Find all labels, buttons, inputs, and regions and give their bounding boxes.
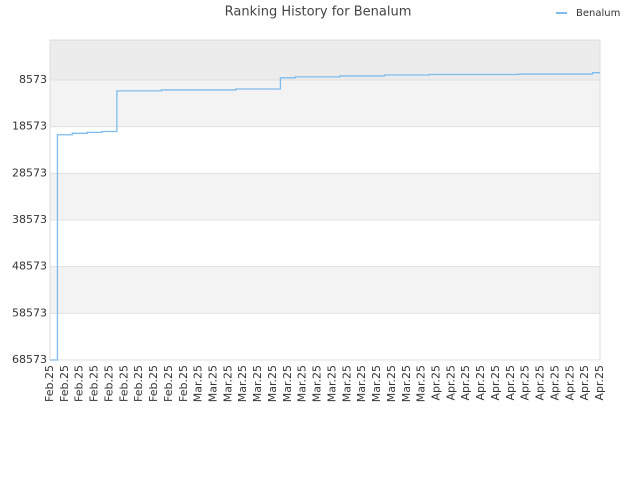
x-tick-label: Mar.25 bbox=[311, 365, 324, 402]
plot-band bbox=[50, 173, 600, 221]
x-tick-label: Mar.25 bbox=[355, 365, 368, 402]
x-tick-label: Apr.25 bbox=[563, 365, 576, 401]
x-tick-label: Feb.25 bbox=[177, 365, 190, 402]
x-tick-label: Mar.25 bbox=[281, 365, 294, 402]
x-tick-label: Apr.25 bbox=[444, 365, 457, 401]
x-tick-label: Mar.25 bbox=[385, 365, 398, 402]
x-tick-label: Mar.25 bbox=[340, 365, 353, 402]
x-tick-label: Mar.25 bbox=[221, 365, 234, 402]
x-tick-label: Apr.25 bbox=[429, 365, 442, 401]
x-tick-label: Apr.25 bbox=[519, 365, 532, 401]
plot-band bbox=[50, 40, 600, 81]
chart-title: Ranking History for Benalum bbox=[225, 5, 412, 20]
x-tick-label: Mar.25 bbox=[266, 365, 279, 402]
x-tick-label: Mar.25 bbox=[207, 365, 220, 402]
x-tick-label: Mar.25 bbox=[325, 365, 338, 402]
x-tick-label: Apr.25 bbox=[459, 365, 472, 401]
x-tick-label: Apr.25 bbox=[474, 365, 487, 401]
x-tick-label: Apr.25 bbox=[548, 365, 561, 401]
y-tick-label: 58573 bbox=[12, 306, 47, 319]
plot-band bbox=[50, 80, 600, 127]
y-tick-label: 48573 bbox=[12, 260, 47, 273]
x-tick-label: Feb.25 bbox=[147, 365, 160, 402]
plot-band bbox=[50, 266, 600, 314]
x-tick-label: Feb.25 bbox=[132, 365, 145, 402]
plot-band bbox=[50, 220, 600, 267]
y-tick-label: 18573 bbox=[12, 120, 47, 133]
line-series bbox=[50, 72, 600, 361]
x-tick-label: Apr.25 bbox=[489, 365, 502, 401]
x-tick-label: Mar.25 bbox=[296, 365, 309, 402]
plot-band bbox=[50, 126, 600, 174]
y-tick-label: 28573 bbox=[12, 166, 47, 179]
x-tick-label: Feb.25 bbox=[162, 365, 175, 402]
y-tick-label: 8573 bbox=[19, 73, 47, 86]
x-tick-label: Apr.25 bbox=[534, 365, 547, 401]
x-tick-label: Mar.25 bbox=[415, 365, 428, 402]
y-tick-label: 38573 bbox=[12, 213, 47, 226]
x-tick-label: Feb.25 bbox=[88, 365, 101, 402]
x-tick-label: Apr.25 bbox=[593, 365, 606, 401]
x-tick-label: Apr.25 bbox=[504, 365, 517, 401]
x-tick-label: Feb.25 bbox=[102, 365, 115, 402]
x-tick-label: Mar.25 bbox=[400, 365, 413, 402]
x-tick-label: Feb.25 bbox=[73, 365, 86, 402]
x-tick-label: Feb.25 bbox=[117, 365, 130, 402]
y-tick-label: 68573 bbox=[12, 353, 47, 366]
x-tick-label: Feb.25 bbox=[43, 365, 56, 402]
x-tick-label: Mar.25 bbox=[370, 365, 383, 402]
x-tick-label: Apr.25 bbox=[578, 365, 591, 401]
x-tick-label: Mar.25 bbox=[251, 365, 264, 402]
plot-band bbox=[50, 313, 600, 360]
x-tick-label: Feb.25 bbox=[58, 365, 71, 402]
x-tick-label: Mar.25 bbox=[192, 365, 205, 402]
x-tick-label: Mar.25 bbox=[236, 365, 249, 402]
legend-label: Benalum bbox=[576, 8, 620, 19]
